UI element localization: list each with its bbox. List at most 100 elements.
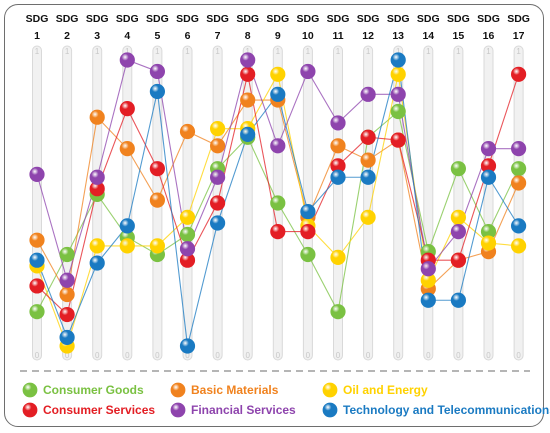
data-point[interactable] bbox=[119, 52, 135, 68]
data-point[interactable] bbox=[270, 224, 286, 240]
data-point[interactable] bbox=[240, 92, 256, 108]
data-point[interactable] bbox=[29, 232, 45, 248]
data-point[interactable] bbox=[390, 132, 406, 148]
data-point[interactable] bbox=[330, 169, 346, 185]
data-point[interactable] bbox=[59, 272, 75, 288]
data-point[interactable] bbox=[480, 169, 497, 185]
sdg-number-12: 12 bbox=[362, 30, 374, 42]
sdg-number-8: 8 bbox=[245, 30, 251, 42]
data-point[interactable] bbox=[149, 192, 165, 208]
axis-bottom-tick: 0 bbox=[95, 351, 100, 360]
data-point[interactable] bbox=[59, 329, 75, 346]
sdg-header-2: SDG bbox=[56, 13, 79, 25]
sdg-number-2: 2 bbox=[64, 30, 70, 42]
data-point[interactable] bbox=[210, 215, 226, 231]
legend-label: Oil and Energy bbox=[343, 383, 428, 397]
data-point[interactable] bbox=[179, 338, 196, 354]
data-point[interactable] bbox=[300, 246, 316, 263]
data-point[interactable] bbox=[450, 252, 466, 268]
data-point[interactable] bbox=[119, 238, 135, 254]
data-point[interactable] bbox=[330, 304, 346, 320]
data-point[interactable] bbox=[510, 141, 527, 157]
data-point[interactable] bbox=[29, 252, 45, 268]
data-point[interactable] bbox=[59, 246, 75, 263]
data-point[interactable] bbox=[149, 83, 165, 100]
data-point[interactable] bbox=[420, 292, 436, 308]
data-point[interactable] bbox=[240, 52, 256, 68]
data-point[interactable] bbox=[29, 166, 45, 182]
data-point[interactable] bbox=[59, 286, 75, 303]
legend: Consumer Goods Basic Materials Oil and Ene… bbox=[22, 382, 550, 418]
sdg-header-3: SDG bbox=[86, 13, 109, 25]
data-point[interactable] bbox=[89, 109, 105, 125]
data-point[interactable] bbox=[510, 66, 527, 82]
data-point[interactable] bbox=[450, 224, 466, 240]
data-point[interactable] bbox=[270, 195, 286, 211]
legend-marker bbox=[22, 402, 38, 418]
data-point[interactable] bbox=[149, 63, 165, 80]
data-point[interactable] bbox=[119, 101, 135, 117]
data-point[interactable] bbox=[510, 218, 527, 234]
data-point[interactable] bbox=[300, 224, 316, 240]
data-point[interactable] bbox=[510, 161, 527, 177]
data-point[interactable] bbox=[360, 129, 376, 145]
sdg-header-11: SDG bbox=[327, 13, 350, 25]
data-point[interactable] bbox=[360, 86, 376, 102]
axis-track-12 bbox=[363, 45, 374, 361]
data-point[interactable] bbox=[210, 121, 226, 137]
data-point[interactable] bbox=[210, 195, 226, 211]
data-point[interactable] bbox=[270, 138, 286, 154]
data-point[interactable] bbox=[29, 304, 45, 320]
legend-marker bbox=[170, 382, 186, 398]
legend-label: Consumer Goods bbox=[43, 383, 144, 397]
data-point[interactable] bbox=[89, 169, 105, 185]
data-point[interactable] bbox=[149, 161, 165, 177]
data-point[interactable] bbox=[300, 203, 316, 220]
data-point[interactable] bbox=[450, 209, 466, 225]
legend-marker bbox=[22, 382, 38, 398]
data-point[interactable] bbox=[420, 261, 436, 277]
data-point[interactable] bbox=[360, 152, 376, 168]
data-point[interactable] bbox=[450, 292, 466, 308]
data-point[interactable] bbox=[330, 115, 346, 131]
data-point[interactable] bbox=[119, 218, 135, 234]
data-point[interactable] bbox=[59, 306, 75, 323]
sdg-header-14: SDG bbox=[417, 13, 440, 25]
data-point[interactable] bbox=[179, 209, 196, 225]
axis-bottom-tick: 0 bbox=[516, 351, 521, 360]
data-point[interactable] bbox=[480, 235, 497, 251]
data-point[interactable] bbox=[390, 52, 406, 68]
data-point[interactable] bbox=[390, 66, 406, 82]
data-point[interactable] bbox=[510, 238, 527, 254]
legend-label: Consumer Services bbox=[43, 403, 155, 417]
data-point[interactable] bbox=[149, 238, 165, 254]
data-point[interactable] bbox=[330, 138, 346, 154]
sdg-header-1: SDG bbox=[26, 13, 49, 25]
axis-bottom-tick: 0 bbox=[65, 351, 70, 360]
axis-top-tick: 1 bbox=[336, 47, 341, 56]
data-point[interactable] bbox=[29, 278, 45, 294]
data-point[interactable] bbox=[210, 138, 226, 154]
data-point[interactable] bbox=[390, 103, 406, 120]
data-point[interactable] bbox=[240, 126, 256, 142]
data-point[interactable] bbox=[300, 63, 316, 80]
sdg-number-16: 16 bbox=[483, 30, 495, 42]
data-point[interactable] bbox=[330, 249, 346, 265]
data-point[interactable] bbox=[179, 123, 196, 140]
data-point[interactable] bbox=[270, 86, 286, 102]
data-point[interactable] bbox=[119, 141, 135, 157]
data-point[interactable] bbox=[89, 238, 105, 254]
data-point[interactable] bbox=[360, 169, 376, 185]
data-point[interactable] bbox=[510, 175, 527, 191]
data-point[interactable] bbox=[480, 141, 497, 157]
data-point[interactable] bbox=[89, 255, 105, 271]
data-point[interactable] bbox=[179, 226, 196, 243]
data-point[interactable] bbox=[270, 66, 286, 82]
data-point[interactable] bbox=[360, 209, 376, 225]
data-point[interactable] bbox=[450, 161, 466, 177]
axis-top-tick: 1 bbox=[366, 47, 371, 56]
data-point[interactable] bbox=[390, 86, 406, 102]
data-point[interactable] bbox=[179, 241, 196, 257]
data-point[interactable] bbox=[240, 66, 256, 82]
data-point[interactable] bbox=[210, 169, 226, 185]
